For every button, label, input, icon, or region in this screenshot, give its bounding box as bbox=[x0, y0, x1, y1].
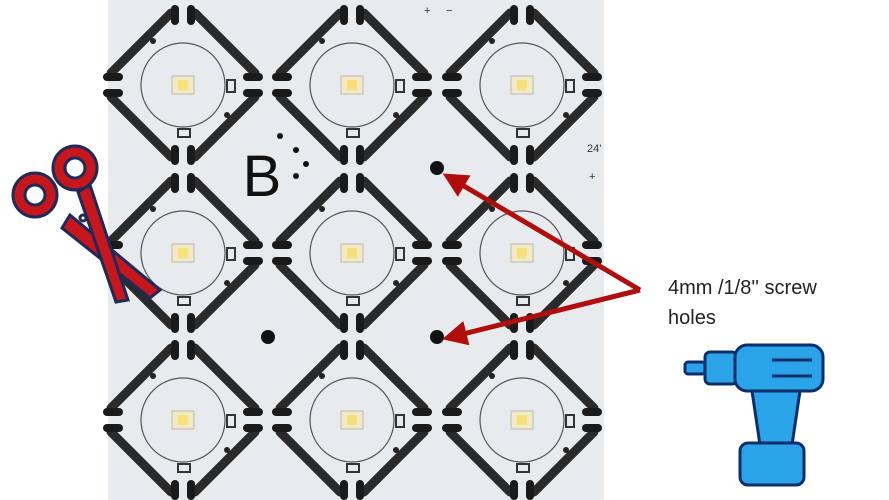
led-board: B + − 24' + bbox=[107, 0, 604, 500]
screw-hole bbox=[430, 161, 444, 175]
board-mark: + bbox=[424, 5, 430, 17]
board-mark: + bbox=[589, 171, 595, 183]
drill-icon bbox=[683, 343, 825, 487]
annotation-line: 4mm /1/8'' screw bbox=[668, 277, 817, 299]
board-mark: 24' bbox=[587, 143, 601, 155]
board-logo: B bbox=[243, 144, 282, 209]
board-mark: − bbox=[446, 5, 452, 17]
annotation-line: holes bbox=[668, 307, 716, 329]
screw-hole bbox=[430, 330, 444, 344]
screw-hole bbox=[261, 330, 275, 344]
scissors-icon bbox=[11, 144, 163, 304]
arrows bbox=[442, 173, 642, 346]
